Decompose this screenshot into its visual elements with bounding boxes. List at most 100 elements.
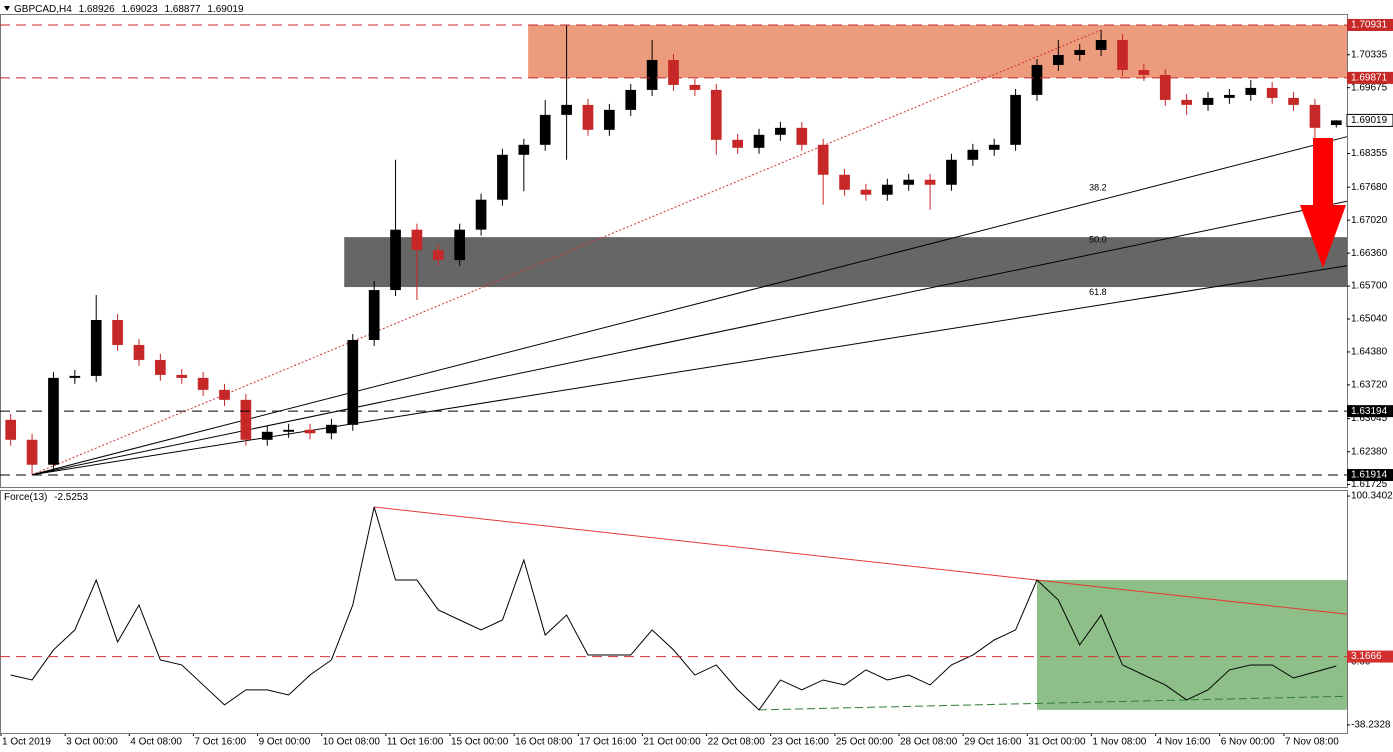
candle-body bbox=[903, 179, 915, 185]
x-tick-label: 1 Oct 2019 bbox=[2, 737, 51, 748]
candle-body bbox=[1266, 87, 1278, 98]
y-tick-label: -38.2328 bbox=[1351, 720, 1391, 731]
x-tick-label: 16 Oct 08:00 bbox=[515, 737, 573, 748]
candle-body bbox=[1181, 99, 1192, 105]
x-tick-label: 4 Oct 08:00 bbox=[130, 737, 182, 748]
candle-body bbox=[261, 431, 273, 440]
x-tick-label: 25 Oct 00:00 bbox=[836, 737, 894, 748]
candle-body bbox=[390, 229, 401, 291]
level-box bbox=[1347, 469, 1393, 482]
x-tick-label: 29 Oct 16:00 bbox=[964, 737, 1022, 748]
candle-body bbox=[625, 89, 637, 110]
candle-body bbox=[732, 139, 743, 148]
current-price-box bbox=[1346, 113, 1393, 127]
candle-body bbox=[90, 320, 102, 376]
candle-body bbox=[1159, 74, 1171, 100]
trend-line bbox=[374, 506, 1348, 615]
candle-body bbox=[582, 104, 594, 130]
candle-body bbox=[775, 127, 786, 135]
candle-body bbox=[5, 419, 17, 440]
down-arrow bbox=[1300, 138, 1346, 268]
x-tick-label: 6 Nov 00:00 bbox=[1221, 737, 1275, 748]
candle-body bbox=[753, 134, 765, 148]
symbol: GBPCAD,H4 bbox=[14, 4, 72, 15]
x-tick-label: 31 Oct 00:00 bbox=[1028, 737, 1086, 748]
candle-body bbox=[48, 377, 59, 465]
candle-body bbox=[881, 184, 893, 195]
candle-body bbox=[839, 174, 850, 190]
x-tick-label: 21 Oct 00:00 bbox=[643, 737, 701, 748]
level-label: 1.63194 bbox=[1351, 406, 1388, 417]
level-label: 1.70931 bbox=[1351, 20, 1388, 31]
candle-body bbox=[176, 374, 188, 378]
x-tick-label: 9 Oct 00:00 bbox=[259, 737, 311, 748]
candle-body bbox=[1309, 104, 1321, 128]
candle-body bbox=[1224, 94, 1235, 98]
force-line bbox=[10, 506, 1337, 711]
fib-label: 50.0 bbox=[1089, 235, 1107, 245]
candle-body bbox=[475, 199, 487, 230]
candle-body bbox=[710, 89, 722, 140]
candle-body bbox=[967, 149, 979, 160]
level-box bbox=[1347, 650, 1393, 663]
x-tick-label: 7 Oct 16:00 bbox=[194, 737, 246, 748]
level-label: 1.69871 bbox=[1351, 73, 1388, 84]
candle-body bbox=[1053, 54, 1064, 65]
candle-body bbox=[1031, 64, 1043, 95]
candle-body bbox=[646, 59, 658, 90]
level-label: 1.61914 bbox=[1351, 470, 1388, 481]
zone bbox=[528, 24, 1347, 78]
candle-body bbox=[946, 159, 957, 185]
candle-body bbox=[1010, 94, 1021, 145]
x-tick-label: 4 Nov 16:00 bbox=[1157, 737, 1211, 748]
level-label: 3.1666 bbox=[1351, 651, 1382, 662]
candle-body bbox=[454, 229, 466, 261]
indicator-title: Force(13) bbox=[4, 492, 47, 503]
header-close: 1.69019 bbox=[207, 4, 244, 15]
x-tick-label: 17 Oct 16:00 bbox=[579, 737, 637, 748]
highlight-zone bbox=[1036, 580, 1347, 710]
candle-body bbox=[1202, 97, 1214, 105]
indicator-value: -2.5253 bbox=[54, 492, 88, 503]
candle-body bbox=[155, 359, 166, 375]
current-price-label: 1.69019 bbox=[1351, 115, 1388, 126]
candle-body bbox=[1117, 40, 1128, 70]
candle-body bbox=[689, 84, 701, 90]
candle-body bbox=[924, 179, 936, 185]
candle-body bbox=[283, 429, 294, 432]
header-low: 1.68877 bbox=[164, 4, 201, 15]
y-tick-label: 1.69675 bbox=[1351, 82, 1388, 93]
x-tick-label: 23 Oct 16:00 bbox=[772, 737, 830, 748]
candle-body bbox=[240, 399, 252, 440]
trend-line bbox=[31, 29, 1102, 476]
x-tick-label: 15 Oct 00:00 bbox=[451, 737, 509, 748]
candle-body bbox=[326, 424, 337, 434]
fib-label: 38.2 bbox=[1089, 182, 1107, 192]
candle-body bbox=[69, 375, 81, 378]
candle-body bbox=[860, 189, 872, 195]
panel-frame bbox=[0, 14, 1348, 488]
chart-header: GBPCAD,H4 1.68926 1.69023 1.68877 1.6901… bbox=[14, 4, 244, 15]
level-box bbox=[1347, 18, 1393, 31]
x-tick-label: 22 Oct 08:00 bbox=[708, 737, 766, 748]
x-tick-label: 1 Nov 08:00 bbox=[1092, 737, 1146, 748]
y-tick-label: 1.61725 bbox=[1351, 479, 1388, 490]
candle-body bbox=[604, 109, 615, 130]
y-tick-label: 1.68355 bbox=[1351, 148, 1388, 159]
y-tick-label: 1.65700 bbox=[1351, 281, 1388, 292]
level-box bbox=[1347, 71, 1393, 84]
x-tick-label: 11 Oct 16:00 bbox=[387, 737, 444, 748]
indicator-header: Force(13) -2.5253 bbox=[4, 492, 88, 503]
candle-body bbox=[817, 144, 829, 175]
candle-body bbox=[26, 439, 38, 465]
y-tick-label: 1.67020 bbox=[1351, 215, 1388, 226]
zone bbox=[344, 237, 1347, 288]
candle-body bbox=[539, 114, 551, 145]
y-tick-label: 1.66360 bbox=[1351, 248, 1388, 259]
candle-body bbox=[796, 127, 808, 145]
menu-arrow bbox=[4, 6, 10, 11]
candle-body bbox=[219, 389, 230, 400]
y-tick-label: 1.64380 bbox=[1351, 347, 1388, 358]
